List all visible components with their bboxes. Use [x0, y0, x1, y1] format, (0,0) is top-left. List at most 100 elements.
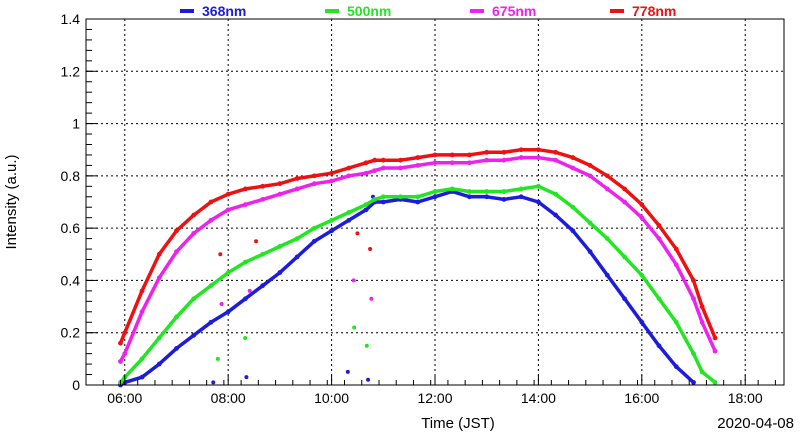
data-point	[311, 173, 317, 179]
data-point	[294, 236, 300, 242]
data-point	[260, 183, 266, 189]
data-point	[712, 335, 718, 341]
x-tick-label: 10:00	[314, 390, 349, 406]
data-point	[553, 191, 559, 197]
data-point	[518, 155, 524, 160]
x-axis-label: Time (JST)	[421, 415, 495, 432]
data-point	[122, 330, 128, 336]
dropout-point	[345, 369, 350, 374]
data-point	[208, 217, 214, 223]
data-point	[398, 157, 403, 163]
data-point	[243, 186, 248, 192]
y-tick-label: 0.2	[61, 325, 81, 341]
data-point	[484, 189, 490, 194]
data-point	[346, 210, 352, 215]
series-500nm	[118, 183, 718, 385]
data-point	[712, 379, 718, 385]
data-point	[712, 348, 718, 354]
data-point	[518, 194, 524, 200]
data-point	[260, 283, 266, 289]
data-point	[673, 262, 679, 268]
y-tick-label: 0.4	[61, 272, 81, 288]
data-point	[415, 163, 421, 168]
data-point	[208, 319, 214, 325]
data-point	[587, 249, 593, 255]
data-point	[398, 165, 403, 171]
x-tick-label: 12:00	[417, 390, 452, 406]
legend-label: 500nm	[347, 3, 391, 19]
data-point	[329, 228, 334, 234]
data-point	[311, 181, 317, 187]
data-point	[372, 168, 378, 174]
data-point	[656, 296, 662, 302]
data-point	[699, 304, 705, 309]
data-series	[118, 147, 718, 388]
data-point	[622, 254, 627, 260]
dropout-point	[219, 301, 224, 306]
data-point	[225, 207, 231, 213]
data-point	[656, 223, 662, 228]
data-point	[691, 278, 696, 283]
data-point	[699, 369, 705, 375]
series-line	[118, 189, 696, 387]
data-point	[156, 335, 162, 341]
data-point	[277, 181, 283, 187]
data-point	[484, 149, 490, 155]
axis-ticks: 06:00 08:00 10:00 12:00 14:00 16:00 18:00 0 0.2 0…	[61, 11, 776, 406]
data-point	[536, 199, 541, 205]
data-point	[415, 155, 421, 160]
data-point	[208, 199, 214, 205]
data-point	[553, 212, 559, 218]
data-point	[604, 236, 610, 242]
dropout-points	[211, 194, 375, 385]
data-point	[501, 189, 507, 194]
y-tick-label: 1	[72, 116, 80, 132]
data-point	[691, 296, 696, 302]
data-point	[346, 173, 352, 179]
data-point	[156, 275, 162, 281]
data-point	[691, 379, 696, 385]
data-point	[139, 288, 145, 294]
data-point	[122, 351, 128, 357]
x-tick-label: 06:00	[107, 390, 142, 406]
data-point	[432, 194, 438, 200]
legend-item: 500nm	[325, 3, 391, 19]
data-point	[311, 238, 317, 244]
data-point	[587, 173, 593, 179]
data-point	[432, 152, 438, 158]
data-point	[243, 259, 248, 265]
legend-item: 778nm	[610, 3, 676, 19]
data-point	[673, 319, 679, 325]
data-point	[432, 160, 438, 166]
series-line	[118, 184, 717, 385]
data-point	[432, 189, 438, 194]
data-point	[243, 202, 248, 208]
data-point	[699, 319, 705, 325]
data-point	[380, 199, 386, 205]
data-point	[277, 270, 283, 275]
data-point	[467, 194, 472, 200]
dropout-point	[254, 239, 259, 244]
data-point	[501, 157, 507, 163]
series-778nm	[118, 147, 718, 346]
data-point	[604, 173, 610, 179]
data-point	[639, 202, 645, 208]
data-point	[673, 246, 679, 252]
data-point	[372, 196, 378, 202]
data-point	[225, 309, 231, 315]
data-point	[191, 332, 197, 338]
series-line	[118, 155, 717, 364]
date-label: 2020-04-08	[717, 415, 794, 432]
data-point	[501, 149, 507, 155]
data-point	[691, 351, 696, 357]
data-point	[363, 202, 369, 208]
data-point	[587, 163, 593, 168]
data-point	[639, 272, 645, 278]
y-axis-label: Intensity (a.u.)	[3, 154, 20, 249]
data-point	[363, 207, 369, 213]
data-point	[346, 217, 352, 223]
data-point	[191, 212, 197, 218]
data-point	[467, 152, 472, 158]
data-point	[329, 178, 334, 184]
